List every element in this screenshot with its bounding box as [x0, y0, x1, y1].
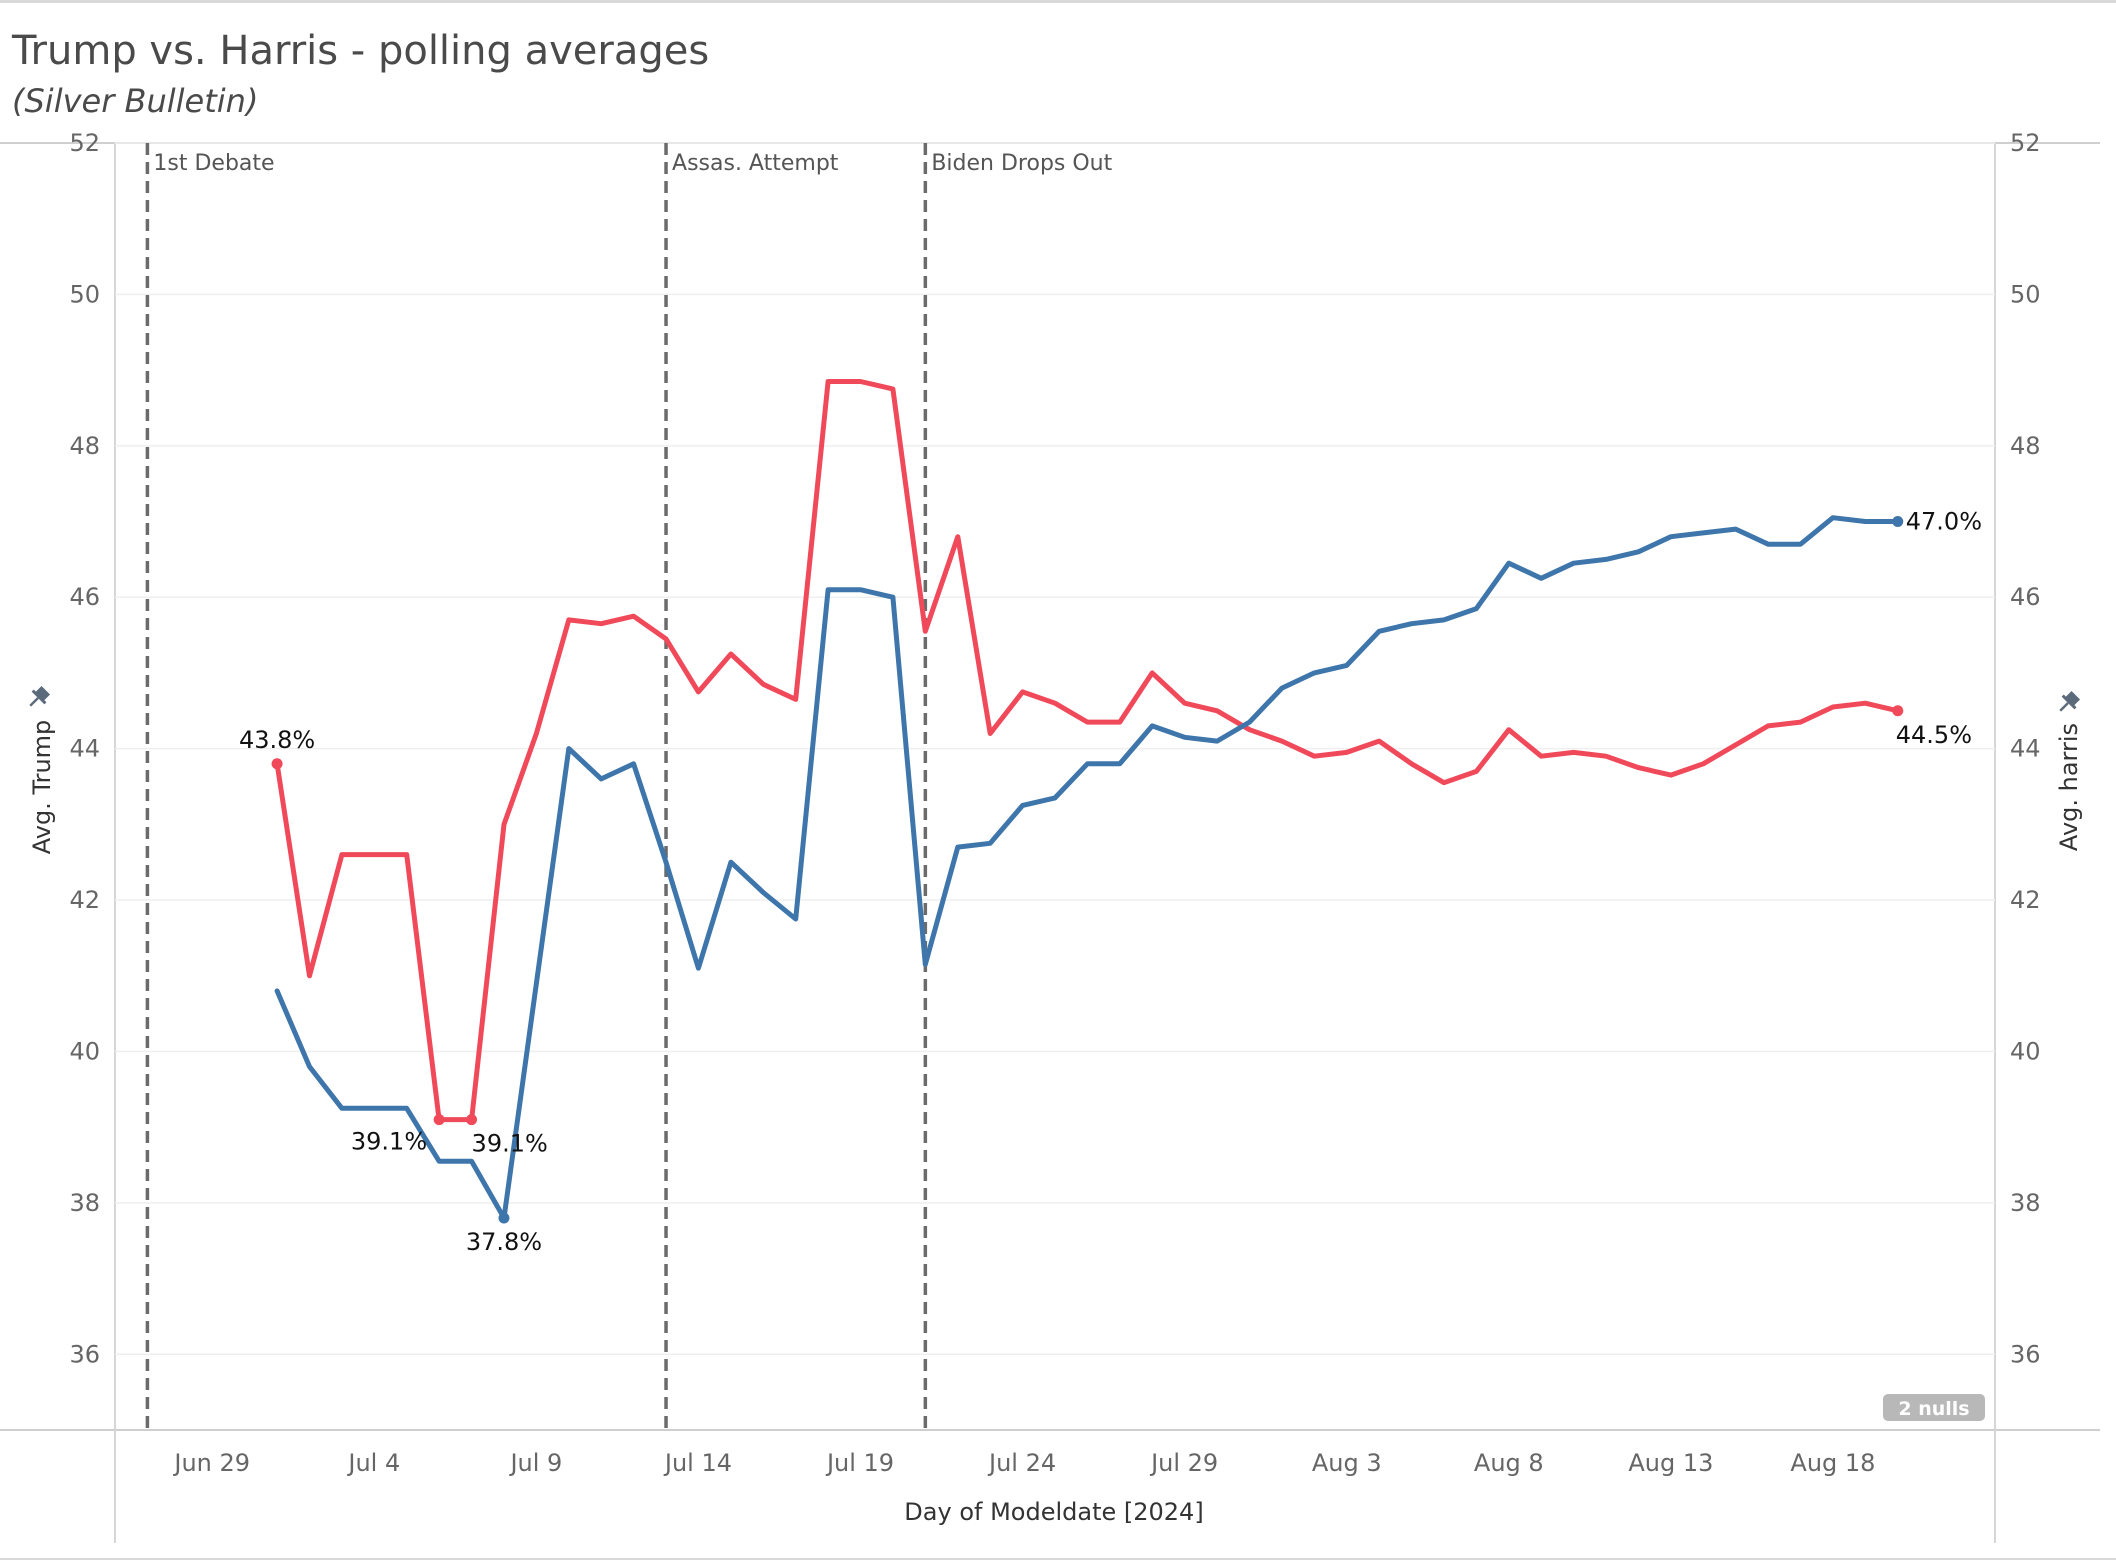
y-tick-label-right: 48 — [2010, 432, 2041, 460]
data-label: 39.1% — [472, 1130, 548, 1158]
y-tick-label-left: 38 — [69, 1189, 100, 1217]
y-tick-label-left: 40 — [69, 1037, 100, 1065]
gridlines — [115, 142, 1995, 1356]
data-label: 39.1% — [351, 1128, 427, 1156]
data-point-marker — [466, 1114, 478, 1126]
series-lines — [274, 379, 1901, 1221]
y-tick-label-right: 50 — [2010, 280, 2041, 308]
y-axis-title-left: Avg. Trump — [28, 720, 56, 855]
pin-needle — [29, 697, 39, 707]
nulls-indicator: 2 nulls — [1883, 1394, 1985, 1421]
data-point-marker — [271, 758, 283, 770]
data-label: 44.5% — [1896, 721, 1972, 749]
annotation-label: Assas. Attempt — [672, 151, 839, 176]
x-tick-label: Aug 8 — [1474, 1449, 1544, 1477]
y-tick-label-left: 36 — [69, 1340, 100, 1368]
x-tick-label: Aug 18 — [1790, 1449, 1875, 1477]
pin-needle — [2059, 702, 2069, 712]
data-point-marker — [1892, 705, 1904, 717]
y-tick-label-right: 38 — [2010, 1189, 2041, 1217]
x-tick-label: Jul 19 — [825, 1449, 894, 1477]
data-label: 47.0% — [1906, 508, 1982, 536]
pin-head — [35, 685, 51, 701]
y-tick-label-left: 50 — [69, 280, 100, 308]
y-tick-label-right: 44 — [2010, 735, 2041, 763]
series-line-1 — [274, 515, 1901, 1221]
top-divider — [0, 0, 2116, 3]
y-tick-label-left: 48 — [69, 432, 100, 460]
y-tick-label-right: 46 — [2010, 583, 2041, 611]
chart-title: Trump vs. Harris - polling averages — [12, 28, 710, 74]
y-tick-label-left: 42 — [69, 886, 100, 914]
x-tick-label: Jul 29 — [1149, 1449, 1218, 1477]
x-tick-label: Jul 24 — [987, 1449, 1056, 1477]
pin-icon-right — [2059, 690, 2081, 712]
data-point-marker — [498, 1212, 510, 1224]
pin-collar — [31, 689, 47, 705]
x-tick-label: Jul 4 — [346, 1449, 400, 1477]
y-tick-label-right: 40 — [2010, 1037, 2041, 1065]
nulls-badge — [1883, 1394, 1985, 1421]
y-tick-label-left: 52 — [69, 129, 100, 157]
x-tick-label: Jun 29 — [172, 1449, 250, 1477]
data-point-marker — [433, 1114, 445, 1126]
x-tick-label: Jul 14 — [663, 1449, 732, 1477]
y-axis-title-right: Avg. harris — [2055, 723, 2083, 851]
x-tick-label: Jul 9 — [508, 1449, 562, 1477]
pin-collar — [2061, 694, 2077, 710]
nulls-badge-label: 2 nulls — [1898, 1398, 1969, 1420]
data-labels: 43.8% 39.1% 39.1% 37.8% 47.0% 44.5% — [239, 508, 1982, 1256]
series-line-0 — [274, 379, 1901, 1123]
annotation-label: Biden Drops Out — [931, 151, 1112, 176]
x-axis-title: Day of Modeldate [2024] — [904, 1498, 1203, 1526]
x-tick-label: Aug 3 — [1312, 1449, 1382, 1477]
event-annotations: 1st Debate Assas. Attempt Biden Drops Out — [145, 143, 1113, 1430]
y-tick-label-right: 36 — [2010, 1340, 2041, 1368]
bottom-divider — [0, 1558, 2116, 1560]
chart-subtitle: (Silver Bulletin) — [12, 82, 259, 120]
y-tick-label-left: 44 — [69, 735, 100, 763]
data-label: 37.8% — [466, 1228, 542, 1256]
data-label: 43.8% — [239, 726, 315, 754]
y-tick-label-left: 46 — [69, 583, 100, 611]
pin-icon-left — [29, 685, 51, 707]
pin-head — [2065, 690, 2081, 706]
axes: 36 36 38 38 40 40 42 42 44 44 46 46 48 48 50 50 52 52 Jun … — [28, 129, 2083, 1526]
y-tick-label-right: 42 — [2010, 886, 2041, 914]
chart-frame — [0, 142, 2100, 1543]
data-point-marker — [1892, 516, 1904, 528]
annotation-label: 1st Debate — [153, 151, 274, 176]
x-tick-label: Aug 13 — [1628, 1449, 1713, 1477]
y-tick-label-right: 52 — [2010, 129, 2041, 157]
